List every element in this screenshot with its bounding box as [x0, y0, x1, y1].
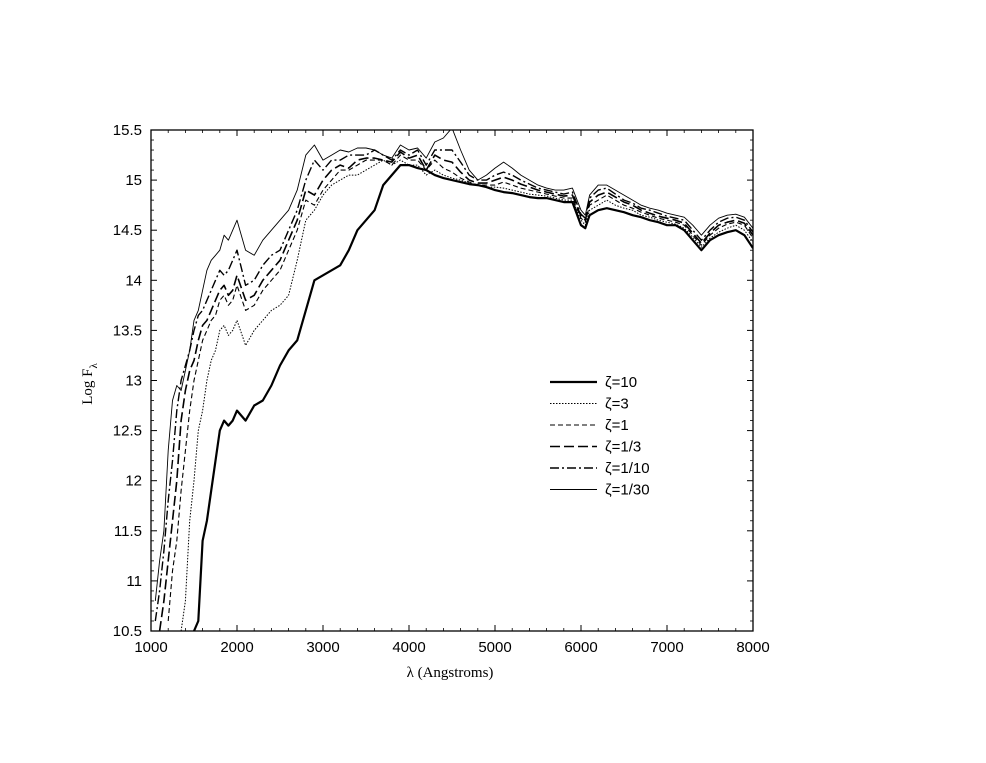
y-tick-label: 10.5 — [113, 623, 142, 640]
x-tick-label: 5000 — [478, 639, 511, 656]
y-axis-label-subscript: λ — [88, 363, 100, 369]
x-axis-label: λ (Angstroms) — [407, 665, 494, 681]
y-tick-label: 15 — [125, 172, 142, 189]
x-tick-label: 6000 — [564, 639, 597, 656]
legend-label-5: ζ=1/10 — [605, 460, 650, 477]
x-tick-label: 3000 — [306, 639, 339, 656]
legend-label-1: ζ=10 — [605, 374, 637, 391]
y-tick-label: 13 — [125, 373, 142, 390]
ticks-layer: 1000 2000 3000 4000 5000 6000 7000 8000 10.5 11 11… — [113, 122, 770, 656]
legend-label-2: ζ=3 — [605, 396, 629, 413]
y-tick-label: 12.5 — [113, 423, 142, 440]
y-tick-label: 13.5 — [113, 322, 142, 339]
legend-label-3: ζ=1 — [605, 417, 629, 434]
y-tick-label: 11.5 — [114, 523, 142, 540]
y-tick-label: 11 — [126, 573, 142, 590]
y-tick-label: 14.5 — [113, 222, 142, 239]
series-line-3 — [167, 154, 753, 622]
series-line-1 — [192, 164, 753, 631]
legend: ζ=10 ζ=3 ζ=1 ζ=1/3 ζ=1/10 ζ=1/30 — [550, 374, 650, 499]
legend-label-6: ζ=1/30 — [605, 482, 650, 499]
legend-label-4: ζ=1/3 — [605, 439, 641, 456]
x-tick-label: 7000 — [650, 639, 683, 656]
y-tick-label: 12 — [125, 473, 142, 490]
y-tick-label: 15.5 — [113, 122, 142, 139]
x-tick-label: 1000 — [134, 639, 167, 656]
series-line-6 — [154, 130, 753, 601]
x-tick-label: 4000 — [392, 639, 425, 656]
x-tick-label: 8000 — [736, 639, 769, 656]
y-axis-label-main: Log F — [80, 369, 96, 405]
y-axis-label: Log Fλ — [80, 363, 100, 405]
x-tick-label: 2000 — [220, 639, 253, 656]
series-line-4 — [158, 151, 753, 631]
series-layer — [154, 130, 753, 631]
series-line-5 — [154, 149, 753, 622]
series-line-2 — [180, 159, 753, 631]
y-tick-label: 14 — [125, 272, 142, 289]
